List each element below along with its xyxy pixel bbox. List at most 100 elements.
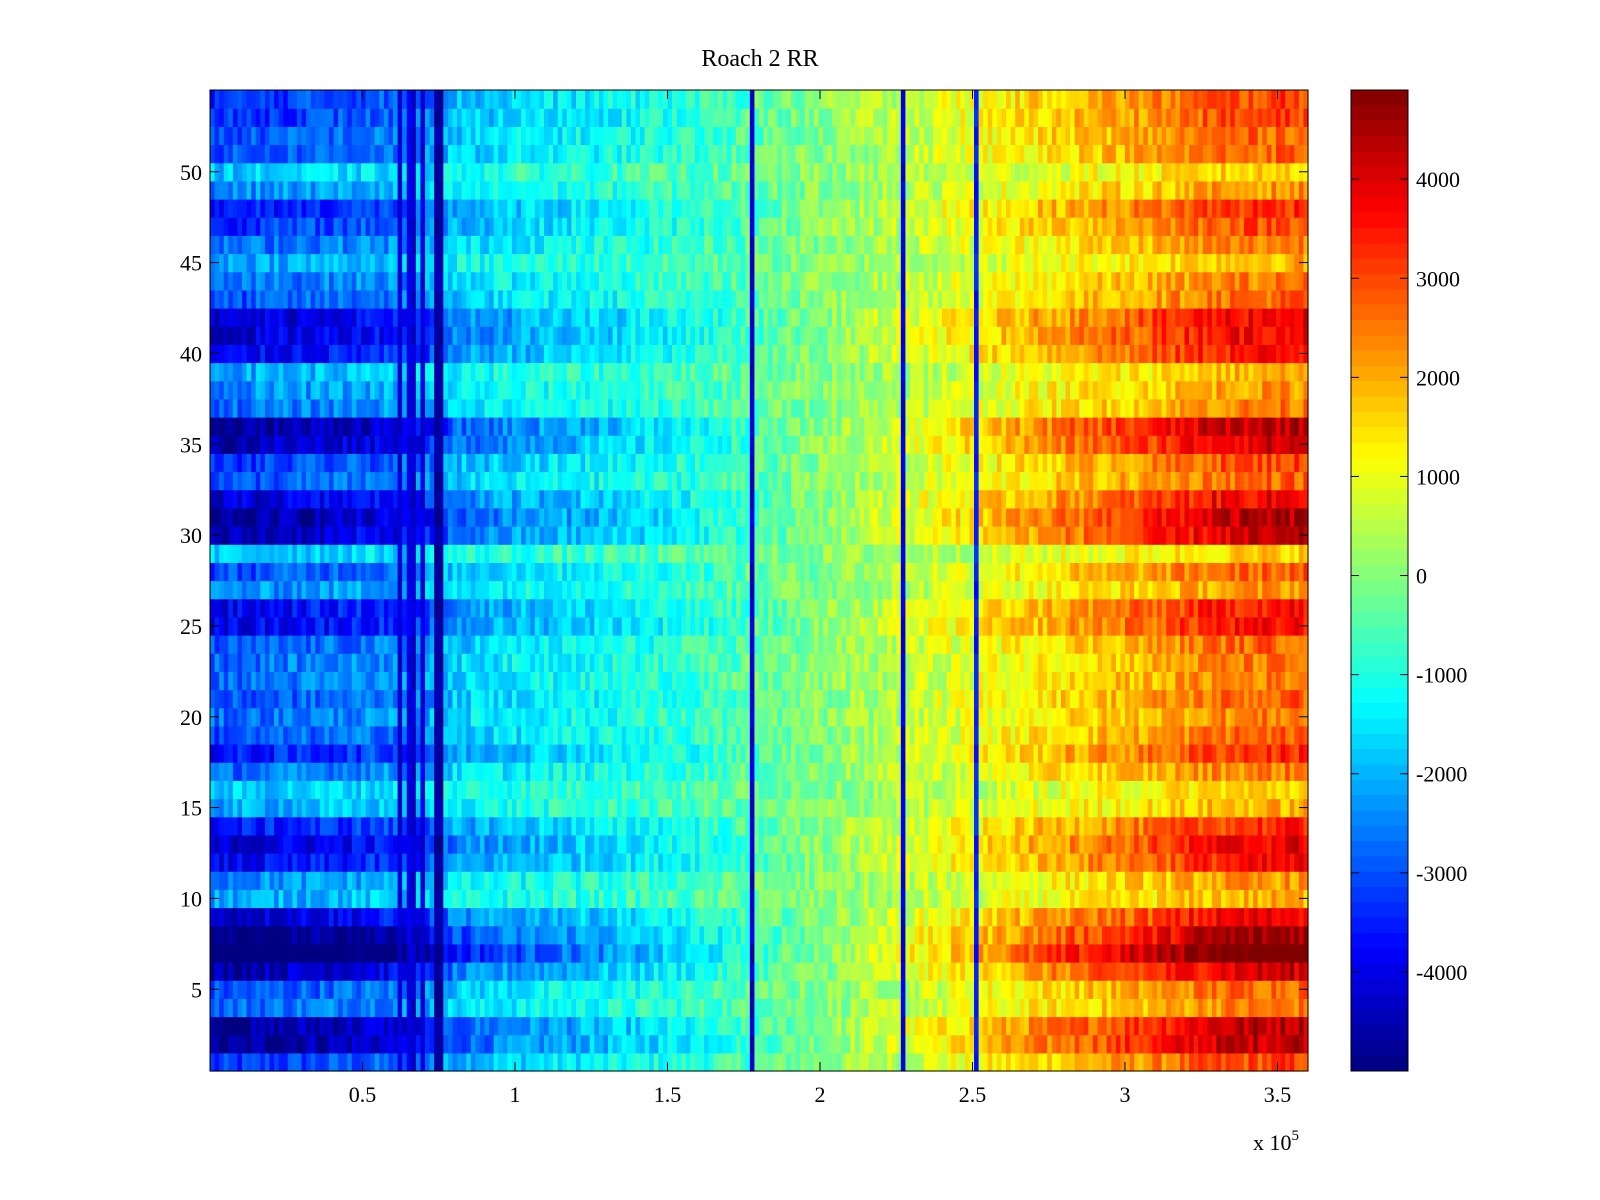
heatmap-cell (914, 816, 920, 836)
heatmap-cell (763, 744, 769, 763)
heatmap-cell (1015, 871, 1021, 890)
heatmap-cell (470, 980, 476, 999)
heatmap-cell (461, 980, 467, 999)
heatmap-cell (219, 780, 225, 800)
heatmap-cell (1097, 762, 1103, 781)
heatmap-cell (836, 980, 842, 999)
heatmap-cell (983, 798, 989, 818)
heatmap-cell (242, 980, 248, 999)
heatmap-cell (210, 943, 216, 963)
heatmap-cell (813, 889, 820, 909)
heatmap-cell (713, 871, 719, 890)
heatmap-cell (983, 889, 989, 909)
heatmap-cell (763, 871, 769, 890)
heatmap-cell (1175, 943, 1181, 963)
heatmap-cell (923, 725, 929, 745)
heatmap-cell (1106, 707, 1112, 727)
heatmap-cell (690, 707, 696, 727)
heatmap-cell (704, 1052, 710, 1072)
heatmap-cell (676, 889, 682, 909)
heatmap-cell (617, 744, 623, 763)
heatmap-cell (479, 798, 486, 818)
heatmap-cell (763, 1034, 769, 1054)
heatmap-cell (649, 762, 655, 781)
heatmap-cell (338, 780, 344, 800)
heatmap-cell (868, 1052, 874, 1072)
heatmap-cell (457, 1052, 463, 1072)
heatmap-cell (228, 1034, 234, 1054)
heatmap-cell (1006, 780, 1012, 800)
heatmap-cell (1170, 980, 1176, 999)
heatmap-cell (255, 798, 261, 818)
heatmap-cell (685, 762, 691, 781)
heatmap-cell (347, 834, 353, 854)
heatmap-cell (608, 816, 614, 836)
heatmap-cell (1216, 907, 1222, 927)
heatmap-cell (310, 889, 316, 909)
heatmap-cell (1038, 943, 1044, 963)
heatmap-cell (1015, 707, 1021, 727)
heatmap-cell (1221, 907, 1227, 927)
heatmap-cell (260, 925, 266, 945)
heatmap-cell (576, 980, 582, 999)
heatmap-cell (923, 834, 929, 854)
heatmap-cell (502, 943, 508, 963)
heatmap-cell (745, 834, 751, 854)
heatmap-cell (1285, 925, 1291, 945)
heatmap-cell (429, 834, 435, 854)
heatmap-cell (1115, 762, 1122, 781)
heatmap-cell (1253, 889, 1259, 909)
heatmap-cell (1216, 962, 1222, 981)
heatmap-cell (393, 1016, 399, 1036)
heatmap-cell (1221, 871, 1227, 890)
heatmap-cell (608, 871, 614, 890)
heatmap-cell (1019, 1052, 1025, 1072)
heatmap-cell (694, 1034, 701, 1054)
heatmap-cell (1161, 744, 1167, 763)
heatmap-cell (786, 889, 792, 909)
heatmap-cell (543, 834, 550, 854)
heatmap-cell (1253, 1052, 1259, 1072)
heatmap-cell (434, 943, 440, 963)
heatmap-cell (511, 980, 518, 999)
heatmap-cell (566, 762, 573, 781)
heatmap-cell (1266, 962, 1272, 981)
heatmap-cell (1193, 725, 1199, 745)
heatmap-cell (877, 762, 884, 781)
heatmap-cell (1038, 834, 1044, 854)
heatmap-cell (507, 871, 513, 890)
heatmap-cell (850, 907, 856, 927)
heatmap-cell (754, 943, 760, 963)
heatmap-cell (612, 707, 618, 727)
heatmap-cell (845, 962, 852, 981)
heatmap-cell (740, 889, 746, 909)
heatmap-cell (841, 762, 847, 781)
heatmap-cell (1211, 707, 1218, 727)
heatmap-cell (928, 907, 934, 927)
heatmap-cell (1074, 780, 1080, 800)
heatmap-cell (763, 889, 769, 909)
heatmap-cell (681, 907, 687, 927)
heatmap-cell (356, 762, 362, 781)
heatmap-cell (1006, 998, 1012, 1018)
heatmap-cell (1125, 943, 1131, 963)
heatmap-cell (905, 1016, 911, 1036)
heatmap-cell (946, 689, 952, 709)
heatmap-cell (246, 762, 252, 781)
heatmap-cell (608, 689, 614, 709)
heatmap-cell (1092, 707, 1099, 727)
heatmap-cell (571, 816, 577, 836)
heatmap-cell (978, 816, 984, 836)
heatmap-cell (640, 962, 646, 981)
heatmap-cell (539, 853, 545, 872)
heatmap-cell (553, 780, 559, 800)
heatmap-cell (640, 816, 646, 836)
heatmap-cell (1170, 925, 1176, 945)
heatmap-cell (342, 1052, 348, 1072)
heatmap-cell (543, 871, 550, 890)
heatmap-cell (635, 1034, 641, 1054)
heatmap-cell (800, 1034, 806, 1054)
heatmap-cell (731, 889, 737, 909)
heatmap-cell (736, 762, 742, 781)
heatmap-cell (809, 907, 815, 927)
